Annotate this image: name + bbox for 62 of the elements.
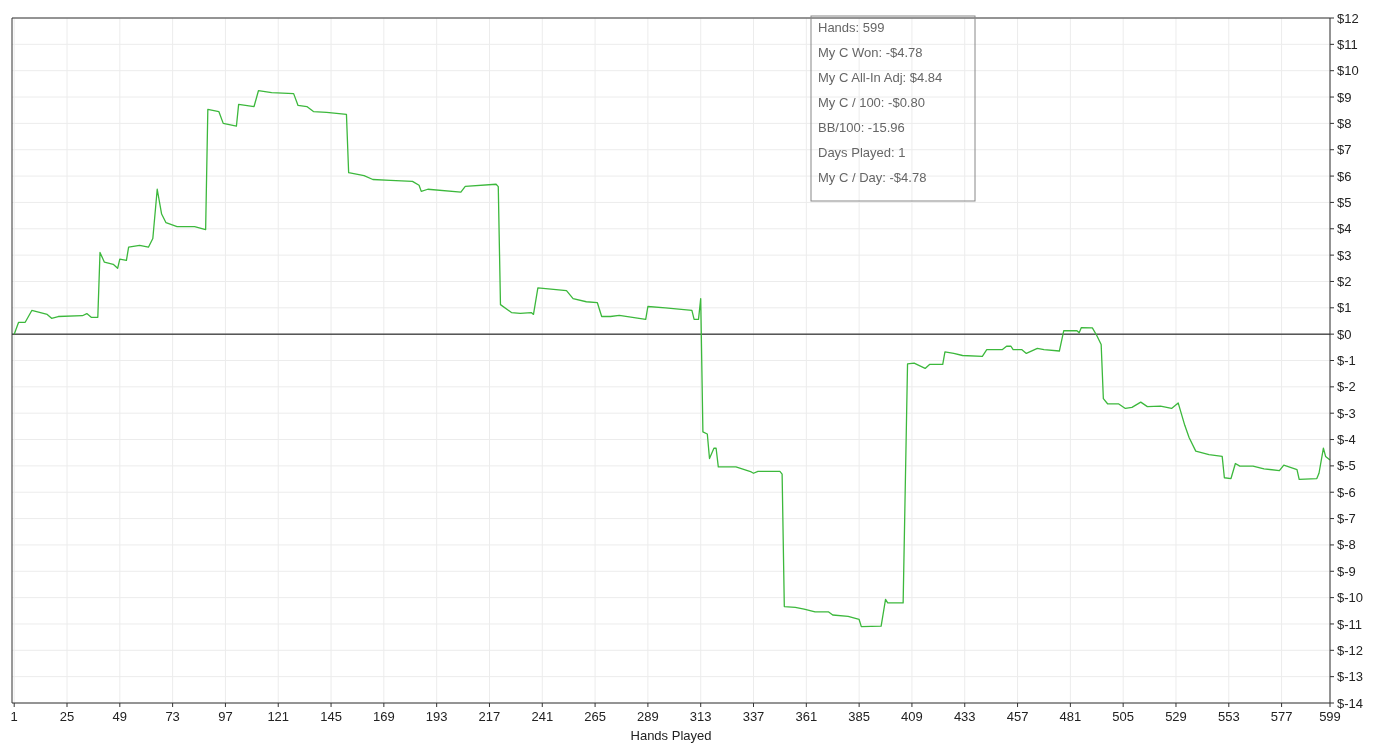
y-tick-label: $-2	[1337, 379, 1356, 395]
x-tick-label: 97	[218, 709, 233, 724]
annotation: My C All-In Adj: $4.84	[818, 70, 943, 85]
x-tick-label: 313	[689, 709, 712, 724]
x-tick-label: 25	[59, 709, 75, 724]
y-tick-label: $-6	[1337, 484, 1356, 500]
x-tick-label: 49	[112, 709, 128, 724]
annotation: BB/100: -15.96	[818, 120, 905, 135]
y-tick-label: $-8	[1337, 537, 1356, 553]
line-series	[13, 90, 1331, 628]
y-tick-label: $2	[1337, 274, 1352, 290]
x-tick-label: 385	[848, 709, 870, 724]
x-tick-label: 169	[373, 709, 395, 724]
x-tick-label: 409	[901, 709, 923, 724]
y-tick-label: $-10	[1337, 590, 1364, 606]
x-tick-label: 433	[953, 709, 976, 724]
y-tick-label: $12	[1337, 10, 1359, 26]
x-tick-label: 265	[584, 709, 606, 724]
x-tick-label: 553	[1217, 709, 1240, 724]
x-axis-title: Hands Played	[630, 728, 712, 743]
x-tick-label: 529	[1165, 709, 1187, 724]
x-tick-label: 599	[1319, 709, 1341, 724]
x-tick-label: 193	[425, 709, 448, 724]
y-tick-label: $-4	[1337, 432, 1356, 448]
x-tick-label: 289	[637, 709, 659, 724]
x-tick-label: 217	[478, 709, 501, 724]
y-tick-label: $-7	[1337, 511, 1356, 527]
annotation: My C / Day: -$4.78	[818, 170, 927, 185]
y-tick-label: $-11	[1337, 616, 1363, 632]
y-tick-label: $11	[1337, 36, 1358, 52]
x-tick-label: 457	[1006, 709, 1029, 724]
y-tick-label: $-5	[1337, 458, 1356, 474]
x-tick-label: 337	[742, 709, 765, 724]
x-tick-label: 1	[10, 709, 18, 724]
annotation: My C Won: -$4.78	[818, 45, 923, 60]
y-tick-label: $-13	[1337, 669, 1364, 685]
x-tick-label: 241	[531, 709, 554, 724]
y-tick-label: $-14	[1337, 695, 1364, 711]
y-tick-label: $-3	[1337, 405, 1356, 421]
x-tick-label: 121	[267, 709, 290, 724]
annotation: My C / 100: -$0.80	[818, 95, 925, 110]
x-tick-label: 361	[795, 709, 818, 724]
y-tick-label: $-9	[1337, 563, 1356, 579]
y-tick-label: $8	[1337, 115, 1352, 131]
y-tick-label: $-1	[1337, 353, 1356, 369]
y-tick-label: $1	[1337, 300, 1352, 316]
y-tick-label: $3	[1337, 247, 1352, 263]
x-tick-label: 481	[1059, 709, 1082, 724]
y-tick-label: $10	[1337, 63, 1359, 79]
x-tick-label: 505	[1112, 709, 1135, 724]
x-tick-label: 145	[320, 709, 342, 724]
y-tick-label: $0	[1337, 326, 1352, 342]
y-tick-label: $9	[1337, 89, 1352, 105]
annotation: Hands: 599	[818, 20, 885, 35]
x-tick-label: 73	[165, 709, 180, 724]
y-tick-label: $5	[1337, 194, 1352, 210]
x-tick-label: 577	[1270, 709, 1293, 724]
annotation: Days Played: 1	[818, 145, 906, 160]
y-tick-label: $7	[1337, 142, 1352, 158]
y-tick-label: $4	[1337, 221, 1352, 237]
y-tick-label: $-12	[1337, 642, 1364, 658]
y-tick-label: $6	[1337, 168, 1352, 184]
